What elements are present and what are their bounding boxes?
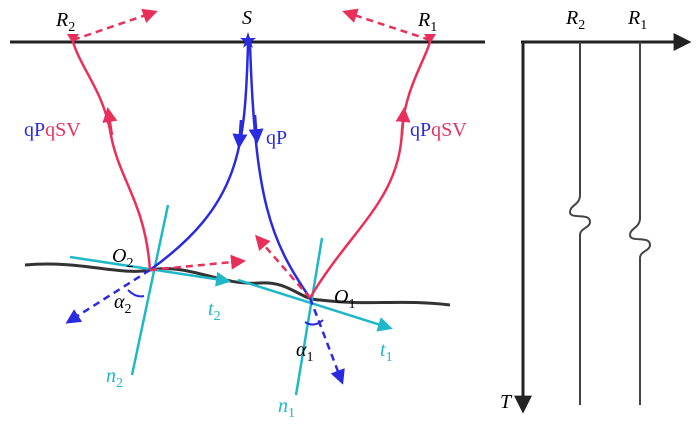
polarization-arrow xyxy=(72,8,158,42)
receiver-label: R1 xyxy=(417,9,437,35)
trace xyxy=(568,42,592,405)
polarization-arrow xyxy=(149,254,246,272)
normal-line xyxy=(130,204,170,376)
ray-arrow xyxy=(395,107,411,136)
normal-label: n2 xyxy=(106,365,123,391)
ray-arrow xyxy=(102,107,118,136)
normal-line xyxy=(294,237,324,396)
tangent-line xyxy=(237,278,393,332)
angle-label: α2 xyxy=(114,291,132,317)
incident-ray xyxy=(248,43,312,299)
tangent-label: t2 xyxy=(208,298,221,324)
polarization-arrow xyxy=(255,234,311,299)
receiver-label: R2 xyxy=(55,9,75,35)
polarization-arrow xyxy=(65,268,151,324)
receiver xyxy=(67,34,79,44)
angle-arc xyxy=(127,289,145,298)
incident-ray xyxy=(149,43,250,272)
angle-label: α1 xyxy=(296,339,314,365)
ray-arrow xyxy=(232,119,248,149)
receiver xyxy=(424,34,436,44)
point-label: O1 xyxy=(334,286,355,312)
ray-label: qP xyxy=(266,127,287,149)
axis-label: T xyxy=(500,391,513,413)
ray-label: qPqSV xyxy=(410,119,467,141)
point-label: O2 xyxy=(112,245,133,271)
polarization-arrow xyxy=(308,297,345,385)
trace xyxy=(628,42,652,405)
normal-label: n1 xyxy=(278,395,295,421)
ray-label: qPqSV xyxy=(24,119,81,141)
trace-label: R1 xyxy=(627,7,647,33)
converted-ray xyxy=(308,41,432,299)
angle-arc xyxy=(304,319,324,326)
interface xyxy=(24,262,451,307)
source-label: S xyxy=(242,7,252,29)
source xyxy=(240,32,256,48)
polarization-arrow xyxy=(342,8,431,42)
tangent-label: t1 xyxy=(380,339,393,365)
ray-arrow xyxy=(248,114,264,144)
converted-ray xyxy=(71,41,152,271)
trace-label: R2 xyxy=(565,7,585,33)
